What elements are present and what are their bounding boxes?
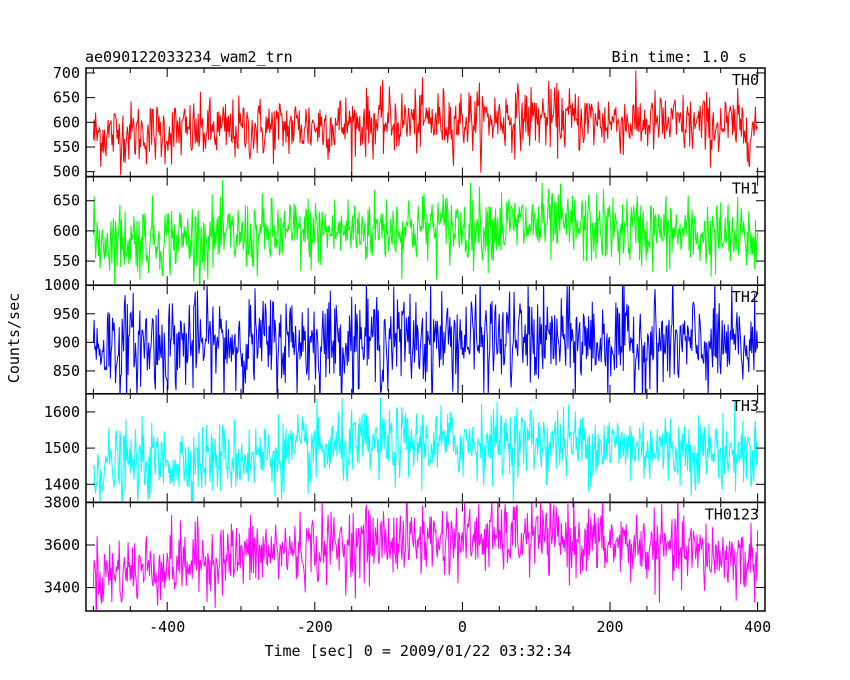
y-tick-label: 850 <box>53 362 80 380</box>
x-tick-label: 200 <box>596 618 623 636</box>
y-tick-label: 600 <box>53 113 80 131</box>
y-tick-label: 950 <box>53 305 80 323</box>
panel-th0: 500 550 600 650 700 TH0 <box>53 64 766 181</box>
y-axis-label: Counts/sec <box>5 293 23 383</box>
y-tick-label: 550 <box>53 252 80 270</box>
series-line-th3 <box>92 397 759 503</box>
y-tick-label: 600 <box>53 222 80 240</box>
x-tick-label: 0 <box>458 618 467 636</box>
y-tick-label: 1600 <box>44 403 80 421</box>
x-axis-label: Time [sec] 0 = 2009/01/22 03:32:34 <box>264 642 571 660</box>
panel-th3: 1400 1500 1600 TH3 <box>44 393 766 504</box>
y-tick-label: 3400 <box>44 579 80 597</box>
y-tick-label: 650 <box>53 192 80 210</box>
y-tick-label: 1000 <box>44 276 80 294</box>
y-tick-label: 500 <box>53 163 80 181</box>
panel-label-th1: TH1 <box>732 180 759 198</box>
series-line-th1 <box>92 180 759 286</box>
y-tick-label: 3600 <box>44 536 80 554</box>
y-tick-label: 3800 <box>44 493 80 511</box>
panel-th0123: 3400 3600 3800 TH0123 <box>44 493 766 612</box>
y-tick-label: 650 <box>53 89 80 107</box>
y-tick-label: 1400 <box>44 475 80 493</box>
series-line-th0123 <box>92 502 759 611</box>
chart-title: ae090122033234_wam2_trn <box>85 48 293 66</box>
panel-th2: 850 900 950 1000 TH2 <box>44 276 766 395</box>
x-tick-label: -400 <box>149 618 185 636</box>
bin-time-label: Bin time: 1.0 s <box>612 48 747 66</box>
panel-label-th2: TH2 <box>732 288 759 306</box>
panels-layer: 500 550 600 650 700 TH0 550 600 650 TH1 850 900 950 1… <box>44 64 771 636</box>
panel-th1: 550 600 650 TH1 <box>53 175 766 286</box>
y-tick-label: 900 <box>53 333 80 351</box>
y-tick-label: 1500 <box>44 439 80 457</box>
x-tick-label: -200 <box>297 618 333 636</box>
panel-label-th0123: TH0123 <box>705 505 759 523</box>
y-tick-label: 700 <box>53 64 80 82</box>
series-line-th2 <box>92 285 759 394</box>
y-tick-label: 550 <box>53 138 80 156</box>
panel-label-th0: TH0 <box>732 71 759 89</box>
panel-label-th3: TH3 <box>732 397 759 415</box>
x-tick-label: 400 <box>744 618 771 636</box>
series-line-th0 <box>92 70 759 177</box>
